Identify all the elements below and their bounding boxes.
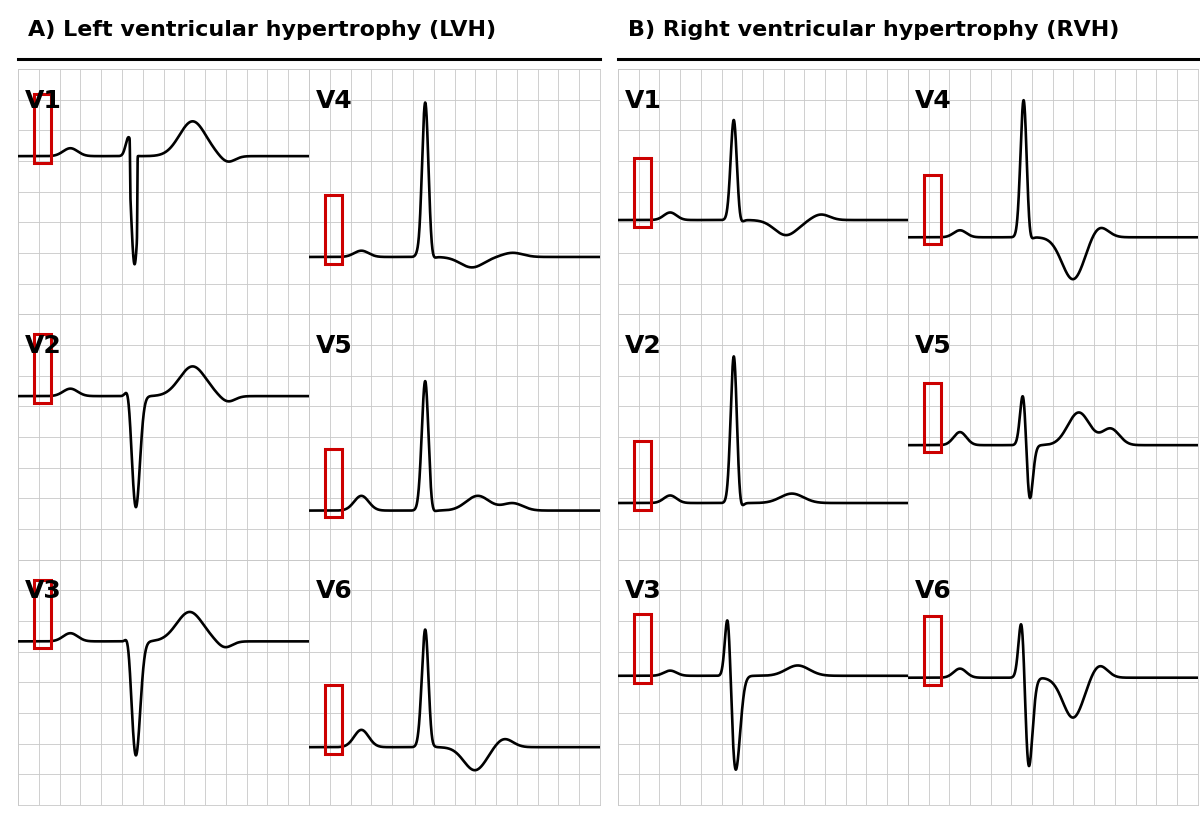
Text: V5: V5 <box>916 334 952 358</box>
Text: B) Right ventricular hypertrophy (RVH): B) Right ventricular hypertrophy (RVH) <box>628 20 1118 41</box>
Text: V6: V6 <box>317 579 353 603</box>
Text: V4: V4 <box>916 89 952 113</box>
Text: V1: V1 <box>25 89 62 113</box>
Text: V3: V3 <box>625 579 662 603</box>
Text: V5: V5 <box>317 334 353 358</box>
Text: V1: V1 <box>625 89 662 113</box>
Text: V2: V2 <box>625 334 662 358</box>
Text: V3: V3 <box>25 579 62 603</box>
Text: V2: V2 <box>25 334 62 358</box>
Text: A) Left ventricular hypertrophy (LVH): A) Left ventricular hypertrophy (LVH) <box>28 20 496 41</box>
Text: V4: V4 <box>317 89 353 113</box>
Text: V6: V6 <box>916 579 952 603</box>
